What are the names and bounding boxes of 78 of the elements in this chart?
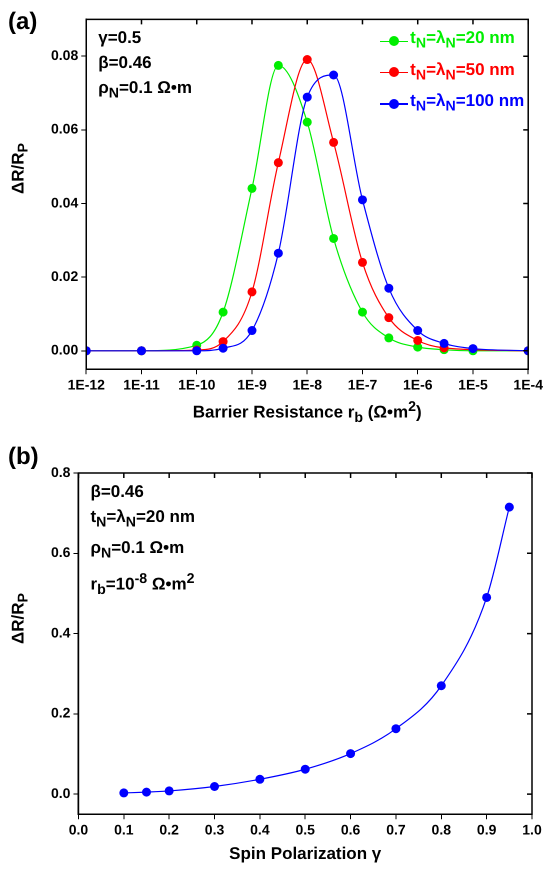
y-tick-label: 0.06	[51, 120, 78, 137]
y-tick-label: 0.0	[50, 784, 71, 801]
x-tick-label: 0.8	[432, 821, 452, 838]
x-tick-label: 0.4	[250, 821, 270, 838]
point	[218, 344, 228, 353]
y-tick-label: 0.02	[51, 268, 78, 284]
point	[504, 502, 514, 512]
point	[413, 336, 422, 345]
legend-label: t$_{N}$=λ$_{N}$=50 nm	[410, 58, 515, 86]
annotation: ρ$_{N}$=0.1 Ω•m	[98, 77, 192, 104]
y-tick-label: 0.08	[51, 47, 78, 64]
x-tick-label: 0.3	[204, 821, 224, 838]
point	[302, 92, 312, 102]
legend-label: t$_{N}$=λ$_{N}$=20 nm	[410, 27, 515, 54]
point	[119, 788, 128, 798]
y-tick-label: 0.4	[50, 624, 71, 640]
y-tick-label: 0.00	[51, 342, 78, 358]
point	[482, 592, 492, 602]
x-tick-label: 1.0	[522, 821, 542, 838]
point	[384, 333, 394, 342]
point	[164, 786, 174, 796]
point	[218, 308, 228, 317]
annotation: t$_{N}$=λ$_{N}$=20 nm	[90, 506, 196, 532]
annotation: r$_{b}$=10$^{-8}$ Ω•m$^{2}$	[90, 570, 196, 600]
x-tick-label: 1E-11	[123, 376, 160, 392]
point	[329, 234, 338, 243]
x-tick-label: 0.1	[114, 821, 134, 838]
x-tick-label: 0.0	[68, 821, 88, 838]
x-tick-label: 0.6	[340, 821, 361, 838]
y-tick-label: 0.04	[51, 194, 78, 210]
point	[210, 782, 220, 792]
point	[142, 788, 151, 797]
x-tick-label: 1E-12	[68, 376, 106, 392]
point	[358, 195, 367, 204]
x-tick-label: 1E-4	[513, 376, 544, 392]
x-tick-label: 0.2	[159, 821, 180, 838]
point	[346, 749, 356, 758]
annotation: ρ$_{N}$=0.1 Ω•m	[90, 537, 186, 564]
point	[247, 287, 256, 296]
point	[274, 60, 283, 70]
point	[302, 118, 312, 127]
point	[255, 774, 264, 784]
x-tick-label: 1E-7	[348, 376, 378, 392]
point	[329, 70, 338, 80]
chart-title: (a)	[8, 8, 38, 36]
x-tick-label: 1E-5	[458, 376, 488, 392]
x-tick-label: 1E-8	[292, 376, 322, 392]
x-tick-label: 0.9	[476, 821, 497, 838]
point	[274, 248, 283, 258]
x-axis-title: Spin Polarization γ	[228, 844, 382, 864]
y-tick-label: 0.8	[50, 464, 71, 480]
point	[413, 326, 422, 336]
x-axis-title: Barrier Resistance r$_{b}$ (Ω•m$^{2}$)	[192, 399, 423, 426]
x-tick-label: 0.7	[386, 821, 406, 838]
point	[274, 158, 283, 168]
x-tick-label: 0.5	[295, 821, 316, 838]
point	[384, 313, 394, 322]
x-tick-label: 1E-10	[178, 376, 216, 392]
point	[302, 55, 312, 64]
annotation: β=0.46	[90, 481, 145, 503]
point	[358, 258, 367, 267]
point	[436, 681, 446, 690]
point	[300, 764, 310, 774]
y-tick-label: 0.6	[50, 544, 71, 560]
x-tick-label: 1E-6	[402, 376, 433, 392]
y-tick-label: 0.2	[50, 704, 71, 721]
legend-label: t$_{N}$=λ$_{N}$=100 nm	[410, 90, 524, 117]
chart-title: (b)	[8, 443, 39, 471]
point	[247, 184, 256, 193]
point	[247, 326, 256, 336]
point	[391, 724, 400, 734]
point	[384, 284, 394, 293]
point	[358, 308, 367, 317]
x-tick-label: 1E-9	[237, 376, 267, 392]
point	[329, 138, 338, 147]
annotation: β=0.46	[98, 52, 153, 74]
annotation: γ=0.5	[98, 27, 142, 50]
point	[440, 338, 449, 348]
